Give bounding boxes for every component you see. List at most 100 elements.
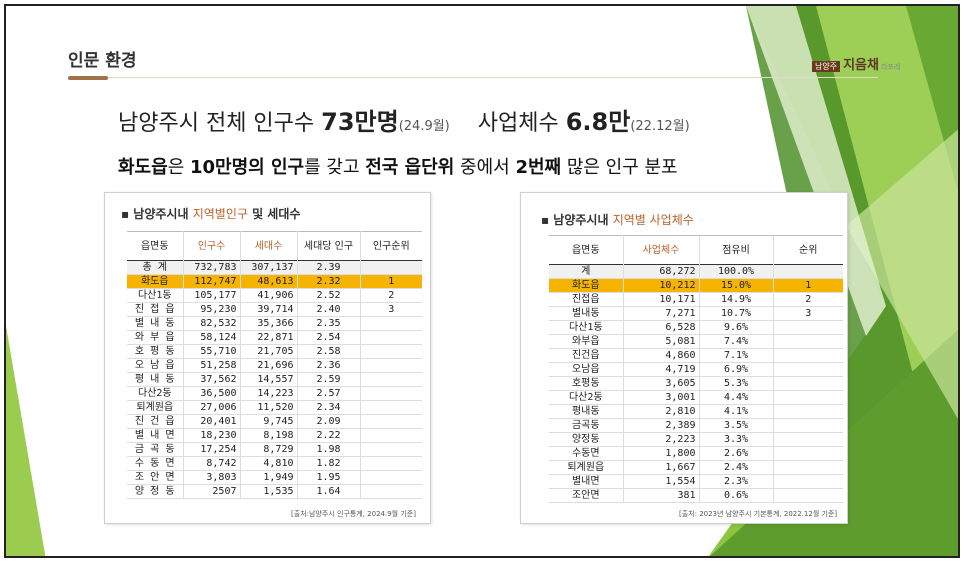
column-header: 세대수 [239, 231, 297, 261]
table-cell: 41,906 [239, 288, 297, 303]
table-row: 양 정 동 2507 1,535 1.64 [127, 484, 422, 499]
table-cell: 17,254 [182, 442, 240, 457]
table-cell: 다산2동 [568, 392, 603, 403]
table-cell: 3,803 [182, 470, 240, 485]
table-row: 별 내 동 82,532 35,366 2.35 [127, 316, 422, 331]
table-cell: 3 [772, 306, 843, 321]
table-cell: 2.32 [296, 274, 360, 289]
table-cell: 1,949 [239, 470, 297, 485]
table-cell: 별 내 면 [134, 430, 175, 441]
table-cell [772, 264, 843, 279]
table-row: 퇴계원읍 27,006 11,520 2.34 [127, 400, 422, 415]
table-cell: 2.09 [296, 414, 360, 429]
table-cell: 4,719 [622, 362, 699, 377]
table-cell: 별내동 [571, 308, 600, 319]
headline: 남양주시 전체 인구수 73만명(24.9월) 사업체수 6.8만(22.12월) [118, 102, 690, 137]
table-cell: 20,401 [182, 414, 240, 429]
table-cell [359, 484, 422, 499]
table-cell: 10,212 [622, 278, 699, 293]
column-header: 인구수 [182, 231, 240, 261]
slide: 인문 환경 남양주 지음채 라포레 남양주시 전체 인구수 73만명(24.9월) 사… [4, 4, 960, 558]
table-cell: 조안면 [571, 490, 600, 501]
logo-badge: 남양주 [812, 61, 841, 72]
table-row: 별내동 7,271 10.7% 3 [549, 306, 843, 321]
table-cell: 총 계 [142, 262, 167, 273]
table-cell: 3,605 [622, 376, 699, 391]
table-cell: 다산2동 [137, 388, 172, 399]
table-cell: 2.39 [296, 260, 360, 275]
table-cell: 35,366 [239, 316, 297, 331]
table-header-row: 읍면동 인구수 세대수 세대당 인구 인구순위 [127, 231, 422, 261]
table-cell [772, 376, 843, 391]
biz-label: 사업체수 [477, 111, 566, 136]
table-cell: 1.82 [296, 456, 360, 471]
table-row: 진 건 읍 20,401 9,745 2.09 [127, 414, 422, 429]
table-cell: 1 [772, 278, 843, 293]
table-cell: 진건읍 [571, 350, 600, 361]
table-cell: 2 [772, 292, 843, 307]
table-cell [772, 460, 843, 475]
title-highlight: 지역별인구 [192, 207, 248, 221]
table-cell [359, 470, 422, 485]
column-header: 점유비 [698, 235, 773, 265]
table-cell: 와 부 읍 [134, 332, 175, 343]
table-cell [359, 386, 422, 401]
green-decoration [6, 6, 958, 556]
biz-value: 6.8만 [565, 108, 631, 136]
table-cell: 9.6% [698, 320, 773, 335]
table-cell: 8,198 [239, 428, 297, 443]
table-row: 오 남 읍 51,258 21,696 2.36 [127, 358, 422, 373]
table-cell: 오남읍 [571, 364, 600, 375]
right-green-stripe [746, 6, 886, 336]
table-cell: 퇴계원읍 [567, 462, 605, 473]
table-row: 총 계 732,783 307,137 2.39 [127, 260, 422, 275]
table-cell: 수동면 [571, 448, 600, 459]
table-cell [772, 348, 843, 363]
table-cell: 8,729 [239, 442, 297, 457]
table-cell: 2.36 [296, 358, 360, 373]
table-cell: 3.3% [698, 432, 773, 447]
table-cell: 10.7% [698, 306, 773, 321]
table-cell: 금 곡 동 [134, 444, 175, 455]
table-cell [772, 418, 843, 433]
table-cell: 7.4% [698, 334, 773, 349]
table-cell: 21,705 [239, 344, 297, 359]
table-cell: 오 남 읍 [134, 360, 175, 371]
table-row: 별내면 1,554 2.3% [549, 474, 843, 489]
sub-part-6: 중에서 [454, 157, 516, 178]
table-row: 화도읍 10,212 15.0% 1 [549, 278, 843, 293]
table-cell: 2.40 [296, 302, 360, 317]
table-cell: 2 [359, 288, 422, 303]
table-cell: 112,747 [182, 274, 240, 289]
table-cell: 화도읍 [127, 274, 183, 289]
business-panel-title: ▪ 남양주시내 지역별 사업체수 [541, 211, 694, 228]
logo-main: 지음채 [843, 58, 879, 73]
sub-part-8: 많은 인구 분포 [561, 157, 678, 178]
population-panel: ▪ 남양주시내 지역별인구 및 세대수 읍면동 인구수 세대수 세대당 인구 인구순위 … [104, 192, 431, 524]
pop-date: (24.9월) [398, 119, 450, 134]
table-row: 다산2동 3,001 4.4% [549, 390, 843, 405]
table-cell: 6.9% [698, 362, 773, 377]
table-cell: 1.64 [296, 484, 360, 499]
table-cell: 2,223 [622, 432, 699, 447]
table-cell: 2.22 [296, 428, 360, 443]
table-cell: 4.1% [698, 404, 773, 419]
table-cell: 8,742 [182, 456, 240, 471]
table-cell: 0.6% [698, 488, 773, 503]
right-green-top [906, 6, 958, 192]
table-row: 진 접 읍 95,230 39,714 2.40 3 [127, 302, 422, 317]
table-cell: 39,714 [239, 302, 297, 317]
table-cell [772, 320, 843, 335]
table-row: 다산1동 6,528 9.6% [549, 320, 843, 335]
title-suffix: 및 세대수 [247, 207, 301, 221]
table-cell: 51,258 [182, 358, 240, 373]
table-cell: 68,272 [622, 264, 699, 279]
title-prefix: ▪ 남양주시내 [541, 213, 613, 227]
table-cell: 호 평 동 [134, 346, 175, 357]
table-cell: 3 [359, 302, 422, 317]
table-cell: 27,006 [182, 400, 240, 415]
table-cell: 2507 [182, 484, 240, 499]
table-cell: 1 [359, 274, 422, 289]
table-row: 수동면 1,800 2.6% [549, 446, 843, 461]
table-row: 화도읍 112,747 48,613 2.32 1 [127, 274, 422, 289]
